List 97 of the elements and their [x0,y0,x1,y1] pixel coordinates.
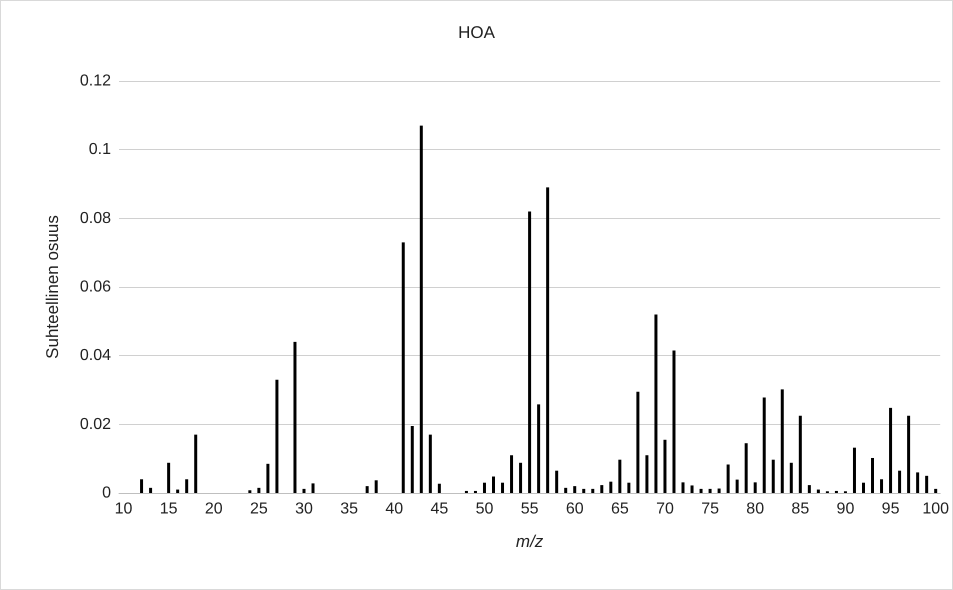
bar [438,484,441,493]
bar [627,482,630,493]
bar [762,398,766,493]
bar [654,314,658,493]
x-tick-label: 65 [610,500,629,518]
bar [898,470,902,493]
bar [582,488,586,493]
bar [302,488,306,493]
chart-title: HOA [458,23,496,42]
bar [907,416,910,493]
bar [248,490,252,493]
x-tick-label: 100 [922,500,950,518]
y-tick-label: 0.08 [80,210,112,227]
x-tick-label: 95 [882,500,900,518]
bar [808,485,811,493]
bar [374,480,378,493]
bar [700,488,703,493]
y-tick-label: 0.1 [88,141,112,158]
bar [185,479,188,493]
x-tick-label: 70 [656,500,674,518]
bar [618,460,622,493]
x-tick-label: 90 [836,500,854,518]
bar [428,434,432,493]
bar [194,434,198,493]
bar [492,476,495,493]
bar [266,464,270,493]
bar [573,486,576,493]
bar [564,488,568,493]
x-tick-label: 85 [791,500,810,518]
x-tick-label: 35 [340,500,358,518]
bar [591,488,594,493]
x-tick-label: 15 [160,500,178,518]
bar [257,488,260,493]
x-tick-label: 55 [520,500,539,518]
x-tick-label: 75 [701,500,720,518]
bar [140,479,144,493]
y-tick-label: 0.12 [80,72,112,90]
bar [555,470,558,493]
bar [925,476,928,493]
bar [816,490,820,493]
x-tick-label: 50 [476,500,494,518]
x-tick-label: 10 [114,500,133,518]
bar [501,482,504,493]
bar [293,342,296,493]
bar [871,458,874,493]
bar [790,462,793,493]
bar [663,440,666,493]
bar [672,350,676,493]
bar [312,483,315,493]
bar [744,443,748,493]
bar [275,380,278,493]
bar [528,211,532,493]
y-tick-label: 0 [102,484,112,502]
bar [510,455,514,493]
y-tick-label: 0.06 [80,278,112,296]
y-axis-title: Suhteellinen osuus [43,215,62,359]
x-tick-label: 80 [746,500,764,518]
bar [718,488,721,493]
bar [402,242,405,493]
bar [482,482,486,493]
bar [149,488,152,493]
bar [708,488,712,493]
y-tick-label: 0.02 [80,416,112,433]
bar [772,460,775,493]
bar [934,488,938,493]
y-tick-label: 0.04 [80,347,112,364]
bar [636,392,640,493]
x-tick-label: 20 [204,500,223,518]
bar [600,485,604,493]
bar [167,462,170,493]
bar [889,408,892,493]
bar [880,479,884,493]
bar [420,126,423,493]
bar [862,482,865,493]
bar [754,482,757,493]
bar [410,426,414,493]
bar [609,482,612,493]
x-axis-title: m/z [516,532,544,551]
bar [176,490,180,493]
bar [366,486,369,493]
bar [798,416,802,493]
bar [519,462,522,493]
bar [690,485,694,493]
bar [682,482,685,493]
x-tick-label: 30 [295,500,313,518]
bar [736,480,739,493]
x-tick-label: 40 [385,500,404,518]
x-tick-label: 60 [566,500,584,518]
bar [726,464,730,493]
bar [645,455,648,493]
x-tick-label: 45 [430,500,448,518]
bar [537,404,540,493]
bar [780,389,784,493]
bar [916,472,920,493]
x-tick-label: 25 [250,500,268,518]
bar [546,187,550,493]
bar [852,448,856,493]
